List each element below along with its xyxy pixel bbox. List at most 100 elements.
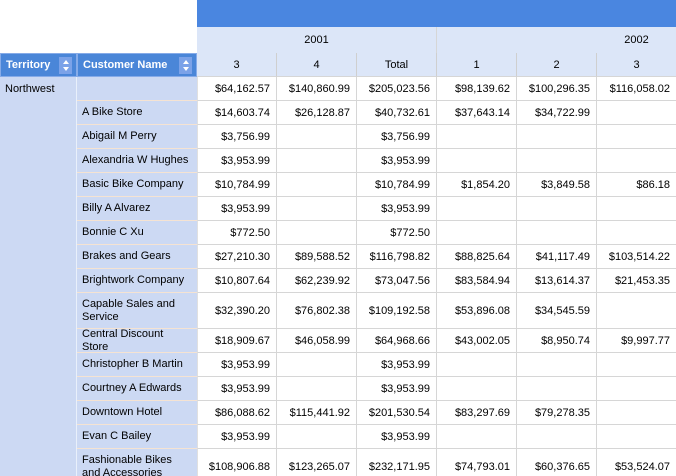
value-cell — [597, 101, 676, 125]
value-cell: $3,953.99 — [197, 149, 277, 173]
value-cell: $772.50 — [357, 221, 437, 245]
value-cell: $18,909.67 — [197, 329, 277, 353]
customer-name-cell: Alexandria W Hughes — [77, 149, 197, 173]
value-cell: $79,278.35 — [517, 401, 597, 425]
value-cell: $41,117.49 — [517, 245, 597, 269]
value-cell: $14,603.74 — [197, 101, 277, 125]
customer-name-cell: Christopher B Martin — [77, 353, 197, 377]
value-cell — [597, 401, 676, 425]
value-cell: $108,906.88 — [197, 449, 277, 476]
table-top-header-band — [197, 0, 676, 27]
value-cell — [437, 149, 517, 173]
value-cell — [437, 377, 517, 401]
sort-asc-arrow-icon — [182, 59, 189, 64]
value-cell — [437, 221, 517, 245]
value-cell: $3,953.99 — [357, 425, 437, 449]
value-cell: $201,530.54 — [357, 401, 437, 425]
value-cell: $26,128.87 — [277, 101, 357, 125]
value-cell: $103,514.22 — [597, 245, 676, 269]
value-cell — [597, 125, 676, 149]
value-cell — [277, 377, 357, 401]
territory-header-label: Territory — [6, 59, 51, 71]
value-cell: $3,953.99 — [357, 377, 437, 401]
sort-asc-arrow-icon — [62, 59, 69, 64]
territory-column-header[interactable]: Territory — [0, 53, 77, 77]
value-cell: $3,953.99 — [357, 149, 437, 173]
quarter-column-header: 3 — [597, 53, 676, 77]
value-cell: $3,953.99 — [197, 377, 277, 401]
value-cell — [277, 149, 357, 173]
value-cell: $100,296.35 — [517, 77, 597, 101]
customer-name-cell: Capable Sales and Service — [77, 293, 197, 329]
value-cell: $86,088.62 — [197, 401, 277, 425]
value-cell: $3,953.99 — [197, 353, 277, 377]
sort-desc-arrow-icon — [182, 66, 189, 71]
customer-name-cell — [77, 77, 197, 101]
sort-desc-arrow-icon — [62, 66, 69, 71]
year-label: 2002 — [624, 34, 649, 46]
value-cell: $3,953.99 — [197, 197, 277, 221]
value-cell: $13,614.37 — [517, 269, 597, 293]
value-cell: $3,756.99 — [357, 125, 437, 149]
value-cell: $232,171.95 — [357, 449, 437, 476]
customer-name-cell: Basic Bike Company — [77, 173, 197, 197]
value-cell: $109,192.58 — [357, 293, 437, 329]
customer-name-cell: Evan C Bailey — [77, 425, 197, 449]
year-label: 2001 — [304, 34, 329, 46]
customer-name-cell: Brightwork Company — [77, 269, 197, 293]
value-cell: $83,297.69 — [437, 401, 517, 425]
value-cell: $10,807.64 — [197, 269, 277, 293]
value-cell: $123,265.07 — [277, 449, 357, 476]
value-cell — [597, 353, 676, 377]
value-cell — [517, 149, 597, 173]
value-cell: $60,376.65 — [517, 449, 597, 476]
value-cell: $10,784.99 — [197, 173, 277, 197]
value-cell: $74,793.01 — [437, 449, 517, 476]
value-cell — [277, 425, 357, 449]
value-cell: $32,390.20 — [197, 293, 277, 329]
value-cell — [437, 125, 517, 149]
value-cell — [597, 197, 676, 221]
value-cell: $10,784.99 — [357, 173, 437, 197]
customer-name-cell: Downtown Hotel — [77, 401, 197, 425]
customer-name-cell: Central Discount Store — [77, 329, 197, 353]
value-cell — [517, 221, 597, 245]
value-cell: $98,139.62 — [437, 77, 517, 101]
value-cell: $8,950.74 — [517, 329, 597, 353]
value-cell: $76,802.38 — [277, 293, 357, 329]
value-cell: $53,524.07 — [597, 449, 676, 476]
value-cell — [517, 125, 597, 149]
customer-header-label: Customer Name — [83, 59, 168, 71]
sort-icon[interactable] — [179, 56, 192, 74]
sort-icon[interactable] — [59, 56, 72, 74]
quarter-column-header: 1 — [437, 53, 517, 77]
value-cell: $1,854.20 — [437, 173, 517, 197]
customer-name-cell: Bonnie C Xu — [77, 221, 197, 245]
year-group-header-2001: 2001 — [197, 27, 437, 53]
value-cell: $115,441.92 — [277, 401, 357, 425]
customer-name-cell: Fashionable Bikes and Accessories — [77, 449, 197, 476]
value-cell — [597, 293, 676, 329]
customer-name-column-header[interactable]: Customer Name — [77, 53, 197, 77]
value-cell: $88,825.64 — [437, 245, 517, 269]
year-group-header-2002: 2002 — [437, 27, 676, 53]
value-cell: $40,732.61 — [357, 101, 437, 125]
value-cell: $9,997.77 — [597, 329, 676, 353]
value-cell — [517, 377, 597, 401]
value-cell: $34,722.99 — [517, 101, 597, 125]
value-cell: $27,210.30 — [197, 245, 277, 269]
value-cell: $64,968.66 — [357, 329, 437, 353]
value-cell: $3,953.99 — [357, 353, 437, 377]
value-cell — [277, 221, 357, 245]
value-cell — [277, 353, 357, 377]
customer-name-cell: Abigail M Perry — [77, 125, 197, 149]
value-cell: $86.18 — [597, 173, 676, 197]
value-cell — [597, 425, 676, 449]
value-cell: $73,047.56 — [357, 269, 437, 293]
value-cell: $37,643.14 — [437, 101, 517, 125]
value-cell — [517, 197, 597, 221]
value-cell — [277, 125, 357, 149]
value-cell: $3,953.99 — [357, 197, 437, 221]
quarter-column-header: 3 — [197, 53, 277, 77]
value-cell: $140,860.99 — [277, 77, 357, 101]
